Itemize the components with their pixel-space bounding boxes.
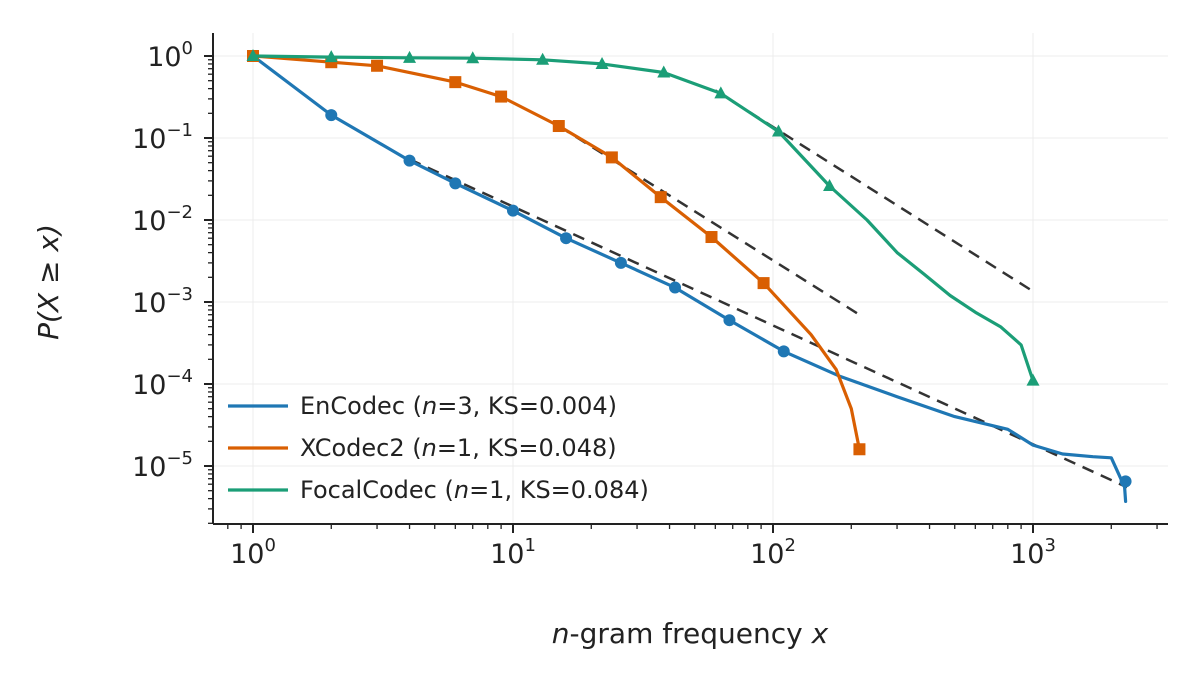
data-point-encodec — [614, 256, 627, 269]
y-tick-label-3: 10−3 — [132, 284, 193, 319]
legend-label-encodec: EnCodec (n=3, KS=0.004) — [300, 392, 617, 420]
data-point-encodec — [560, 232, 573, 245]
data-point-encodec — [449, 177, 462, 190]
data-point-xcodec2 — [853, 443, 866, 456]
legend-label-focalcodec: FocalCodec (n=1, KS=0.084) — [300, 476, 649, 504]
y-tick-label-4: 10−4 — [132, 366, 193, 401]
data-point-encodec — [777, 345, 790, 358]
data-point-focalcodec — [772, 124, 786, 137]
data-point-encodec — [507, 204, 519, 217]
data-series — [246, 49, 1132, 503]
fit-line-0 — [409, 158, 1128, 489]
y-tick-label-2: 10−2 — [132, 202, 193, 237]
x-tick-label-2: 102 — [750, 535, 796, 570]
data-point-focalcodec — [403, 50, 417, 63]
data-point-encodec — [723, 314, 736, 327]
data-point-xcodec2 — [605, 151, 618, 164]
data-point-encodec — [1119, 475, 1132, 488]
y-axis-label: P(X ≥ x) — [32, 224, 65, 340]
data-point-focalcodec — [246, 49, 260, 61]
data-point-xcodec2 — [552, 120, 565, 133]
data-point-focalcodec — [536, 52, 550, 65]
series-line-focalcodec — [251, 54, 1035, 383]
y-tick-label-1: 10−1 — [132, 120, 193, 155]
data-point-encodec — [403, 154, 416, 167]
series-focalcodec — [246, 49, 1040, 386]
data-point-xcodec2 — [757, 277, 770, 290]
data-point-xcodec2 — [495, 90, 508, 103]
data-point-focalcodec — [1026, 373, 1040, 386]
data-point-focalcodec — [595, 56, 609, 69]
data-point-xcodec2 — [371, 59, 384, 72]
data-point-focalcodec — [823, 178, 837, 191]
data-point-encodec — [325, 109, 338, 122]
data-point-encodec — [669, 281, 682, 294]
data-point-xcodec2 — [705, 231, 718, 244]
data-point-focalcodec — [466, 51, 480, 64]
data-point-focalcodec — [714, 86, 728, 99]
data-point-focalcodec — [324, 50, 338, 63]
x-axis-label: n-gram frequency x — [552, 617, 829, 650]
data-point-xcodec2 — [449, 76, 462, 89]
series-line-xcodec2 — [251, 54, 861, 451]
y-tick-label-0: 100 — [147, 38, 193, 73]
tick-marks — [204, 55, 1158, 533]
x-tick-label-3: 103 — [1010, 535, 1056, 570]
data-point-xcodec2 — [654, 191, 667, 204]
y-tick-label-5: 10−5 — [132, 448, 193, 483]
x-tick-label-0: 100 — [230, 535, 276, 570]
data-point-focalcodec — [657, 65, 671, 78]
legend: EnCodec (n=3, KS=0.004) XCodec2 (n=1, KS=… — [228, 392, 649, 504]
tick-labels: 100 101 102 103 100 10−1 10−2 10−3 10−4 10−5 — [132, 38, 1056, 570]
axes — [212, 33, 1168, 525]
x-tick-label-1: 101 — [490, 535, 536, 570]
legend-label-xcodec2: XCodec2 (n=1, KS=0.048) — [300, 434, 617, 462]
